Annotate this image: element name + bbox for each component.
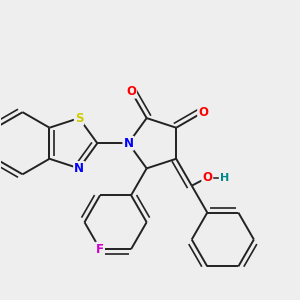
Text: N: N [123, 137, 134, 150]
Text: O: O [126, 85, 136, 98]
Text: N: N [74, 162, 84, 175]
Text: O: O [198, 106, 208, 119]
Text: H: H [220, 172, 229, 183]
Text: O: O [202, 171, 212, 184]
Text: S: S [75, 112, 83, 124]
Text: F: F [96, 243, 104, 256]
